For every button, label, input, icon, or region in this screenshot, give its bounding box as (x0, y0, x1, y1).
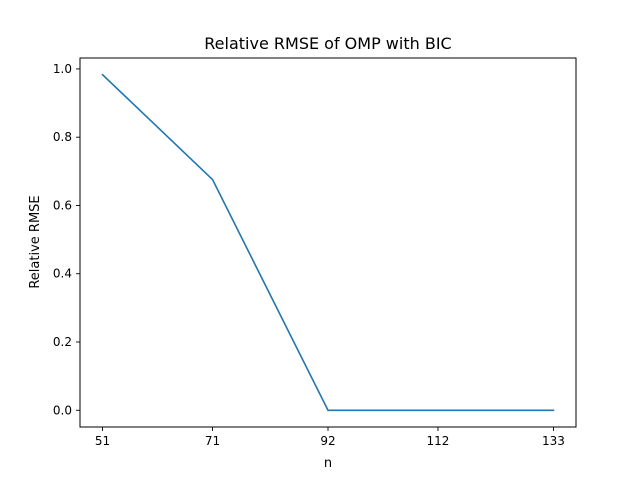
chart-title: Relative RMSE of OMP with BIC (204, 34, 451, 53)
y-axis-label: Relative RMSE (28, 195, 43, 288)
x-axis-label: n (324, 456, 332, 471)
x-tick-label-3: 112 (427, 434, 450, 448)
series-line-0 (101, 73, 555, 412)
y-tick-label-4: 0.8 (53, 130, 72, 144)
y-tick-label-5: 1.0 (53, 62, 72, 76)
y-tick-label-1: 0.2 (53, 335, 72, 349)
x-tick-label-4: 133 (542, 434, 565, 448)
y-tick-label-0: 0.0 (53, 403, 72, 417)
y-tick-label-3: 0.6 (53, 198, 72, 212)
x-tick-label-2: 92 (320, 434, 335, 448)
y-tick-label-2: 0.4 (53, 267, 72, 281)
plot-frame (79, 57, 577, 428)
x-tick-label-0: 51 (95, 434, 110, 448)
x-tick-label-1: 71 (205, 434, 220, 448)
